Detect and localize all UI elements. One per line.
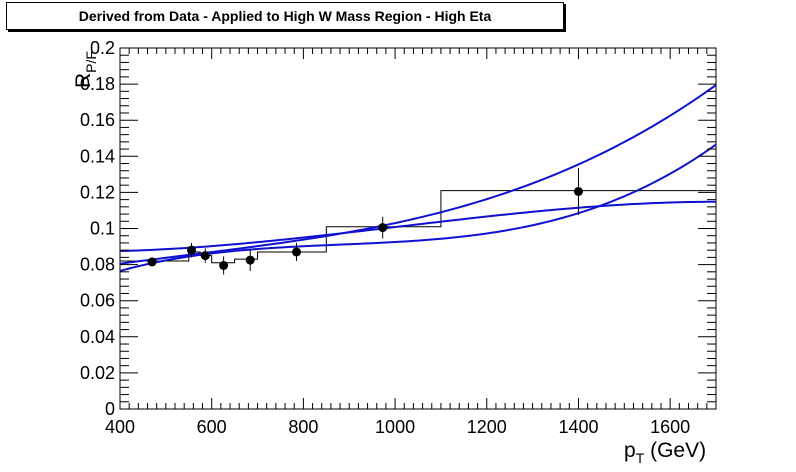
data-point-layer <box>147 168 583 275</box>
fit-curve <box>119 143 717 272</box>
y-tick-label: 0.14 <box>80 146 115 166</box>
y-tick-label: 0.06 <box>80 291 115 311</box>
fit-curve <box>119 84 717 265</box>
y-tick-label: 0.1 <box>90 219 115 239</box>
data-point <box>245 255 255 265</box>
y-tick-label: 0.16 <box>80 110 115 130</box>
data-point <box>292 247 302 257</box>
x-tick-label: 1200 <box>467 417 507 437</box>
y-tick-label: 0.08 <box>80 255 115 275</box>
data-point <box>200 251 210 261</box>
chart-title-box: Derived from Data - Applied to High W Ma… <box>6 2 564 30</box>
data-point <box>573 186 583 196</box>
data-point <box>147 257 157 267</box>
x-tick-label: 1600 <box>650 417 690 437</box>
x-tick-label: 1400 <box>558 417 598 437</box>
y-axis-title: RP/F <box>72 51 99 88</box>
x-axis-title: pT (GeV) <box>624 439 706 466</box>
fit-curve <box>119 200 716 253</box>
x-tick-label: 800 <box>288 417 318 437</box>
axis-tick-layer: 400 600 800 1000 1200 1400 1600 0 0.02 0.04 0.06 0.… <box>80 38 717 437</box>
y-tick-label: 0.02 <box>80 363 115 383</box>
chart-title: Derived from Data - Applied to High W Ma… <box>78 8 492 24</box>
y-tick-label: 0.2 <box>90 38 115 58</box>
x-tick-label: 1000 <box>375 417 415 437</box>
data-point <box>378 223 388 233</box>
y-tick-label: 0 <box>105 399 115 419</box>
y-tick-label: 0.12 <box>80 182 115 202</box>
fit-curve-layer <box>119 84 717 272</box>
plot-frame <box>119 47 717 410</box>
data-point <box>187 245 197 255</box>
x-tick-label: 400 <box>105 417 135 437</box>
y-tick-label: 0.04 <box>80 327 115 347</box>
data-point <box>219 261 229 271</box>
x-tick-label: 600 <box>197 417 227 437</box>
plot-frame-layer <box>119 47 717 410</box>
y-tick-label: 0.18 <box>80 74 115 94</box>
